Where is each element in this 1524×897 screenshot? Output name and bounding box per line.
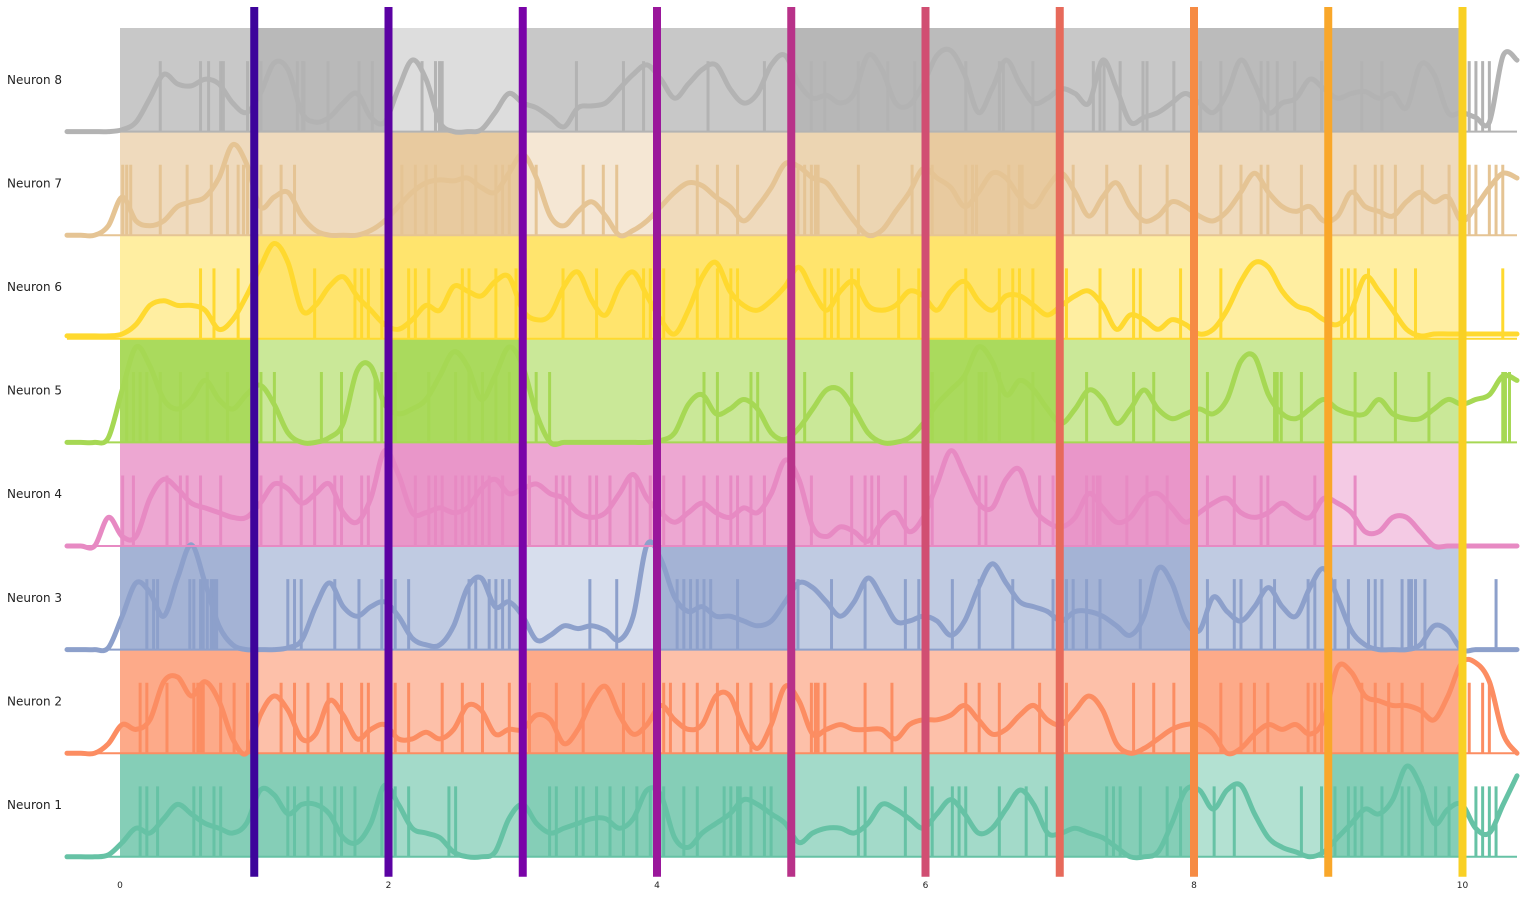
x-tick-label: 4 — [654, 881, 660, 891]
neuron-1-epoch-band — [1059, 753, 1194, 857]
neuron-5-epoch-band — [1059, 338, 1194, 443]
neuron-8-epoch-band — [388, 28, 523, 132]
x-tick-label: 0 — [117, 881, 123, 891]
neuron-6-epoch-band — [657, 235, 792, 339]
neuron-3-epoch-band — [120, 546, 255, 650]
neuron-8-epoch-band — [925, 28, 1060, 132]
x-tick-label: 6 — [923, 881, 929, 891]
neuron-8-epoch-band — [522, 28, 657, 132]
neuron-8-epoch-band — [1328, 28, 1463, 132]
neuron-labels-layer: Neuron 8 Neuron 7 Neuron 6 Neuron 5 Neuron 4… — [7, 73, 62, 812]
neuron-7-epoch-band — [522, 131, 657, 236]
neuron-6-epoch-band — [1059, 235, 1194, 339]
neuron-1-epoch-band — [120, 753, 255, 857]
neuron-4-label: Neuron 4 — [7, 487, 62, 501]
neuron-7-epoch-band — [657, 131, 792, 236]
neuron-4-epoch-band — [254, 442, 389, 546]
neuron-6-epoch-band — [925, 235, 1060, 339]
neuron-6-epoch-band — [1194, 235, 1329, 339]
neuron-3-epoch-band — [657, 546, 792, 650]
neuron-1-epoch-band — [925, 753, 1060, 857]
x-axis-ticks-layer: 0 2 4 6 8 10 — [117, 881, 1468, 891]
neuron-2-label: Neuron 2 — [7, 694, 62, 708]
neuron-4-epoch-band — [1328, 442, 1463, 546]
neuron-1-epoch-band — [1328, 753, 1463, 857]
neuron-7-epoch-band — [254, 131, 389, 236]
neuron-5-epoch-band — [522, 338, 657, 443]
event-markers-layer — [250, 7, 1467, 877]
x-tick-label: 8 — [1191, 881, 1197, 891]
neuron-5-epoch-band — [925, 338, 1060, 443]
neuron-2-epoch-band — [1328, 649, 1463, 754]
neuron-6-epoch-band — [254, 235, 389, 339]
neuron-3-label: Neuron 3 — [7, 591, 62, 605]
neuron-5-label: Neuron 5 — [7, 384, 62, 398]
neuron-7-epoch-band — [1059, 131, 1194, 236]
neuron-1-label: Neuron 1 — [7, 798, 62, 812]
neuron-5-epoch-band — [791, 338, 926, 443]
x-tick-label: 2 — [386, 881, 392, 891]
x-tick-label: 10 — [1457, 881, 1469, 891]
neuron-7-label: Neuron 7 — [7, 176, 62, 190]
neuron-8-label: Neuron 8 — [7, 73, 62, 87]
neuron-6-label: Neuron 6 — [7, 280, 62, 294]
neuron-1-epoch-band — [522, 753, 657, 857]
neuron-5-epoch-band — [1194, 338, 1329, 443]
neuron-6-epoch-band — [522, 235, 657, 339]
